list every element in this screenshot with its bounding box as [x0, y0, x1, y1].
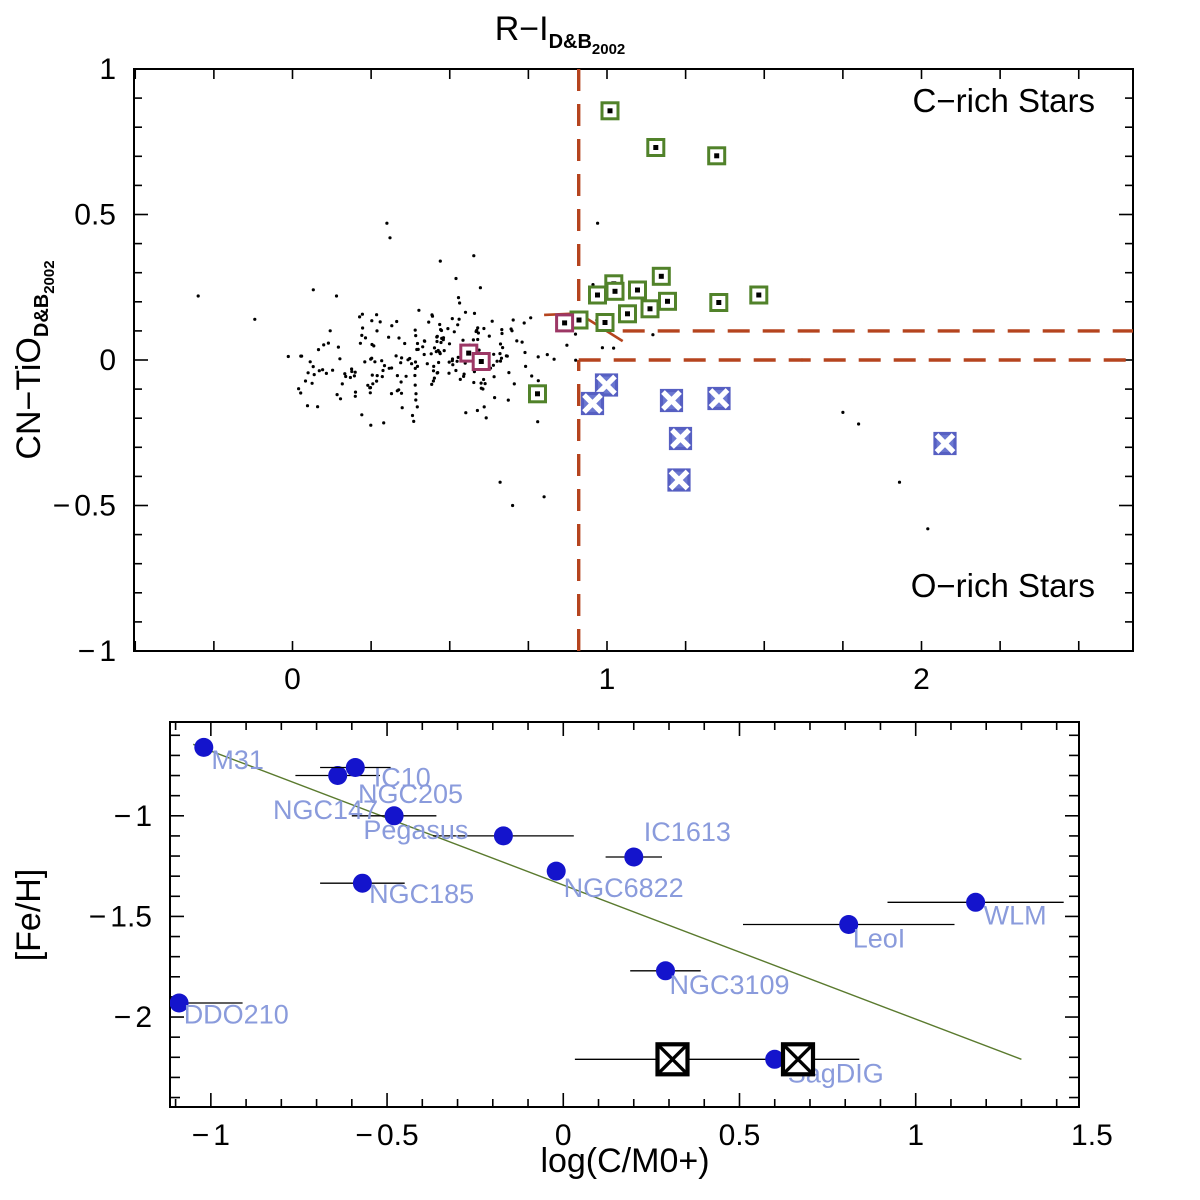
svg-text:[Fe/H]: [Fe/H] — [10, 869, 48, 962]
svg-text:0.5: 0.5 — [719, 1119, 761, 1152]
svg-text:−0.5: −0.5 — [355, 1119, 418, 1152]
svg-text:1.5: 1.5 — [1071, 1119, 1113, 1152]
svg-text:NGC3109: NGC3109 — [670, 970, 790, 1000]
svg-text:0: 0 — [284, 663, 301, 696]
svg-text:NGC6822: NGC6822 — [564, 873, 684, 903]
svg-text:C−rich Stars: C−rich Stars — [913, 82, 1095, 119]
svg-text:NGC185: NGC185 — [369, 879, 474, 909]
svg-text:−0.5: −0.5 — [53, 490, 116, 523]
svg-text:M31: M31 — [211, 745, 264, 775]
svg-text:WLM: WLM — [984, 900, 1047, 930]
svg-text:O−rich Stars: O−rich Stars — [911, 567, 1095, 604]
svg-text:0.5: 0.5 — [74, 199, 116, 232]
svg-text:0: 0 — [99, 344, 116, 377]
svg-text:−1.5: −1.5 — [89, 900, 152, 933]
svg-text:log(C/M0+): log(C/M0+) — [540, 1142, 709, 1180]
svg-text:1: 1 — [907, 1119, 924, 1152]
svg-text:IC1613: IC1613 — [644, 817, 731, 847]
svg-text:2: 2 — [913, 663, 930, 696]
svg-text:DDO210: DDO210 — [184, 1000, 289, 1030]
svg-text:1: 1 — [599, 663, 616, 696]
svg-text:Pegasus: Pegasus — [363, 815, 468, 845]
svg-text:LeoI: LeoI — [853, 924, 906, 954]
svg-text:1: 1 — [99, 53, 116, 86]
